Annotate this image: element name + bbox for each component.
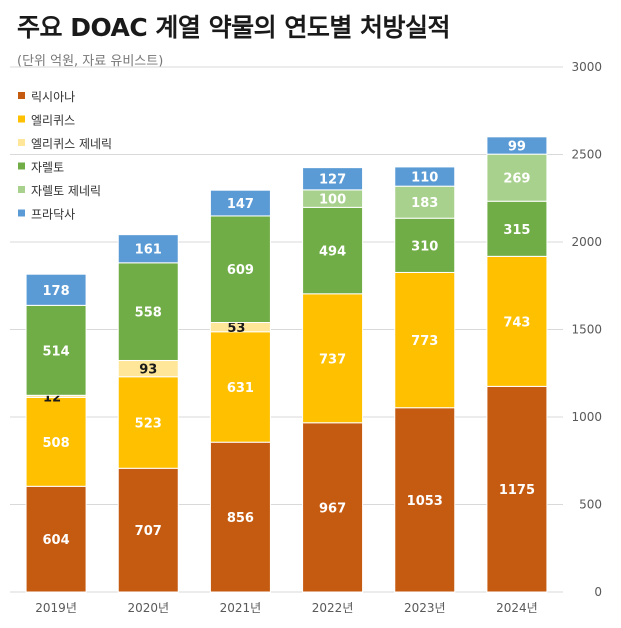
data-label: 523	[135, 417, 162, 432]
data-label: 1175	[499, 483, 535, 498]
x-tick-label: 2019년	[35, 601, 77, 615]
data-label: 310	[411, 239, 438, 254]
data-label: 773	[411, 334, 438, 349]
bar-segment	[25, 396, 87, 487]
data-label: 514	[43, 344, 70, 359]
bar-segment	[209, 215, 271, 323]
y-tick-label: 3000	[571, 60, 602, 74]
bar-segment	[209, 331, 271, 443]
bar-segment	[117, 376, 179, 469]
data-label: 147	[227, 197, 254, 212]
bar-segment	[25, 304, 87, 396]
x-tick-label: 2021년	[220, 601, 262, 615]
data-label: 178	[43, 284, 70, 299]
data-label: 508	[43, 436, 70, 451]
legend-label: 자렐토 제네릭	[31, 184, 101, 198]
bar-segment	[394, 407, 456, 593]
y-tick-label: 2500	[571, 148, 602, 162]
data-label: 161	[135, 243, 162, 258]
data-label: 100	[319, 193, 346, 208]
data-label: 967	[319, 501, 346, 516]
bar-segment	[486, 153, 548, 202]
y-tick-label: 500	[579, 498, 602, 512]
bar-segment	[209, 441, 271, 593]
legend-label: 프라닥사	[31, 208, 75, 222]
bar-segment	[117, 262, 179, 361]
x-tick-label: 2020년	[127, 601, 169, 615]
legend-label: 엘리퀴스 제네릭	[31, 137, 112, 151]
data-label: 269	[503, 172, 530, 187]
legend-swatch	[18, 162, 25, 170]
data-label: 609	[227, 263, 254, 278]
bar-segment	[117, 467, 179, 593]
legend-label: 자렐토	[31, 161, 64, 175]
bar-segment	[486, 385, 548, 593]
data-label: 315	[503, 223, 530, 238]
bar-segment	[302, 293, 364, 424]
chart-title: 주요 DOAC 계열 약물의 연도별 처방실적	[17, 13, 451, 42]
bar-segment	[117, 234, 179, 264]
bar-segment	[302, 167, 364, 191]
data-label: 110	[411, 171, 438, 186]
legend-swatch	[18, 209, 25, 217]
data-label: 127	[319, 173, 346, 188]
bar-segment	[25, 273, 87, 306]
legend-label: 릭시아나	[31, 90, 75, 104]
data-label: 183	[411, 196, 438, 211]
legend-label: 엘리퀴스	[31, 114, 75, 128]
data-label: 494	[319, 245, 346, 260]
bar-segment	[209, 189, 271, 217]
data-label: 93	[139, 363, 157, 378]
y-tick-label: 2000	[571, 235, 602, 249]
bar-segment	[394, 166, 456, 187]
data-label: 53	[227, 321, 245, 336]
bar-segment	[486, 136, 548, 155]
data-label: 1053	[407, 494, 443, 509]
y-tick-label: 0	[594, 585, 602, 599]
bar-segment	[302, 422, 364, 593]
x-tick-label: 2022년	[312, 601, 354, 615]
data-label: 856	[227, 511, 254, 526]
y-tick-label: 1000	[571, 410, 602, 424]
legend-swatch	[18, 139, 25, 146]
x-tick-label: 2024년	[496, 601, 538, 615]
bar-segment	[394, 271, 456, 409]
data-label: 737	[319, 352, 346, 367]
data-label: 707	[135, 524, 162, 539]
legend-swatch	[18, 115, 25, 123]
data-label: 743	[503, 315, 530, 330]
legend-swatch	[18, 92, 25, 99]
x-tick-label: 2023년	[404, 601, 446, 615]
bar-segment	[25, 485, 87, 593]
data-label: 558	[135, 306, 162, 321]
legend-swatch	[18, 186, 25, 193]
data-label: 604	[43, 533, 70, 548]
data-label: 99	[508, 139, 526, 154]
y-tick-label: 1500	[571, 323, 602, 337]
data-label: 631	[227, 381, 254, 396]
bar-segment	[394, 185, 456, 219]
chart-subtitle: (단위 억원, 자료 유비스트)	[17, 54, 164, 69]
